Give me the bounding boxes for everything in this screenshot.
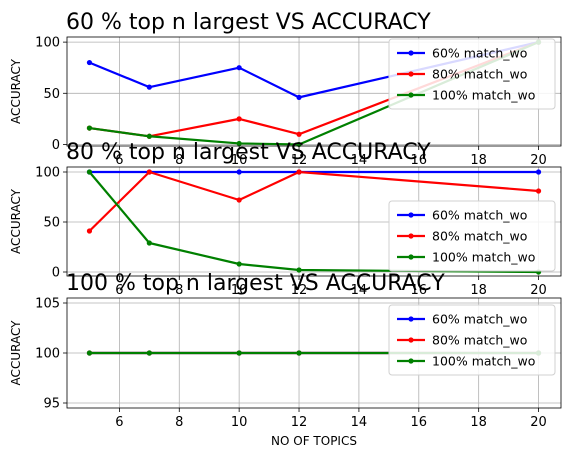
legend-box <box>388 200 556 272</box>
data-point <box>86 125 93 131</box>
y-tick-label: 0 <box>52 138 60 153</box>
x-tick-label: 8 <box>175 283 183 298</box>
data-point <box>236 350 242 356</box>
legend: 60% match_wo 80% match_wo 100% match_wo <box>388 304 556 376</box>
x-tick-label: 12 <box>291 283 308 298</box>
x-tick-label: 6 <box>115 283 123 298</box>
y-tick-label: 100 <box>35 36 60 51</box>
data-point <box>146 84 152 90</box>
data-point <box>146 350 152 356</box>
y-axis-label: ACCURACY <box>9 58 23 124</box>
x-tick-label: 10 <box>231 153 248 168</box>
x-tick-label: 16 <box>411 415 428 430</box>
data-point <box>86 59 93 66</box>
plot-frame <box>66 36 562 147</box>
x-tick-label: 10 <box>231 415 248 430</box>
chart-panel-1: 6 8 10 12 14 16 18 20 0 50 100 ACCURACY 60% match_wo… <box>9 10 562 168</box>
data-point <box>236 197 242 203</box>
y-axis-label: ACCURACY <box>9 188 23 254</box>
data-point <box>296 267 302 273</box>
legend: 60% match_wo 80% match_wo 100% match_wo <box>388 200 556 272</box>
x-tick-label: 18 <box>470 283 487 298</box>
x-tick-label: 16 <box>411 283 428 298</box>
y-tick-label: 0 <box>52 266 60 281</box>
x-tick-label: 16 <box>411 153 428 168</box>
x-tick-label: 18 <box>470 415 487 430</box>
data-point <box>296 169 302 175</box>
legend-box <box>388 38 556 110</box>
legend-swatch-marker <box>408 50 414 56</box>
data-point <box>236 140 242 147</box>
data-point <box>535 169 542 175</box>
x-tick-label: 20 <box>530 283 547 298</box>
data-point <box>146 169 152 175</box>
legend-label: 80% match_wo <box>432 229 527 244</box>
x-tick-label: 18 <box>470 153 487 168</box>
data-point <box>296 131 302 137</box>
x-tick-label: 20 <box>530 153 547 168</box>
legend-swatch-marker <box>408 212 414 218</box>
x-tick-label: 8 <box>175 415 183 430</box>
data-point <box>86 350 93 356</box>
x-tick-label: 10 <box>231 283 248 298</box>
chart-title: 60 % top n largest VS ACCURACY <box>66 10 431 35</box>
x-tick-label: 6 <box>115 415 123 430</box>
legend-label: 100% match_wo <box>432 250 535 265</box>
data-point <box>86 169 93 175</box>
x-tick-label: 12 <box>291 153 308 168</box>
data-point <box>236 65 242 71</box>
legend-label: 60% match_wo <box>432 46 527 61</box>
y-tick-label: 105 <box>35 297 60 312</box>
legend-swatch-marker <box>408 71 414 77</box>
data-point <box>146 240 152 246</box>
legend-swatch-marker <box>408 254 414 260</box>
data-point <box>236 116 242 122</box>
data-point <box>296 350 302 356</box>
y-tick-label: 50 <box>43 87 60 102</box>
legend: 60% match_wo 80% match_wo 100% match_wo <box>388 38 556 110</box>
x-tick-label: 8 <box>175 153 183 168</box>
y-tick-label: 100 <box>35 347 60 362</box>
legend-swatch-marker <box>408 316 414 322</box>
legend-label: 60% match_wo <box>432 312 527 327</box>
y-axis-label: ACCURACY <box>9 320 23 386</box>
x-tick-label: 14 <box>351 283 368 298</box>
legend-label: 60% match_wo <box>432 208 527 223</box>
data-point <box>296 94 302 100</box>
x-axis-label: NO OF TOPICS <box>271 434 357 448</box>
data-point <box>146 133 152 139</box>
x-tick-label: 14 <box>351 153 368 168</box>
data-point <box>86 228 93 234</box>
x-tick-label: 12 <box>291 415 308 430</box>
data-point <box>535 188 542 194</box>
x-tick-label: 14 <box>351 415 368 430</box>
x-tick-label: 6 <box>115 153 123 168</box>
legend-swatch-marker <box>408 233 414 239</box>
legend-swatch-marker <box>408 92 414 98</box>
legend-swatch-marker <box>408 358 414 364</box>
legend-swatch-marker <box>408 337 414 343</box>
legend-box <box>388 304 556 376</box>
chart-title: 100 % top n largest VS ACCURACY <box>66 271 445 296</box>
legend-label: 100% match_wo <box>432 354 535 369</box>
chart-title: 80 % top n largest VS ACCURACY <box>66 140 431 165</box>
x-tick-label: 20 <box>530 415 547 430</box>
legend-label: 80% match_wo <box>432 67 527 82</box>
plot-frame <box>66 166 562 277</box>
data-point <box>236 169 242 175</box>
y-tick-label: 95 <box>43 397 60 412</box>
y-tick-label: 100 <box>35 166 60 181</box>
legend-label: 100% match_wo <box>432 88 535 103</box>
chart-panel-3: 6 8 10 12 14 16 18 20 95 100 105 ACCURACY NO OF TOPI… <box>9 271 562 448</box>
legend-label: 80% match_wo <box>432 333 527 348</box>
y-tick-label: 50 <box>43 216 60 231</box>
data-point <box>236 261 242 267</box>
